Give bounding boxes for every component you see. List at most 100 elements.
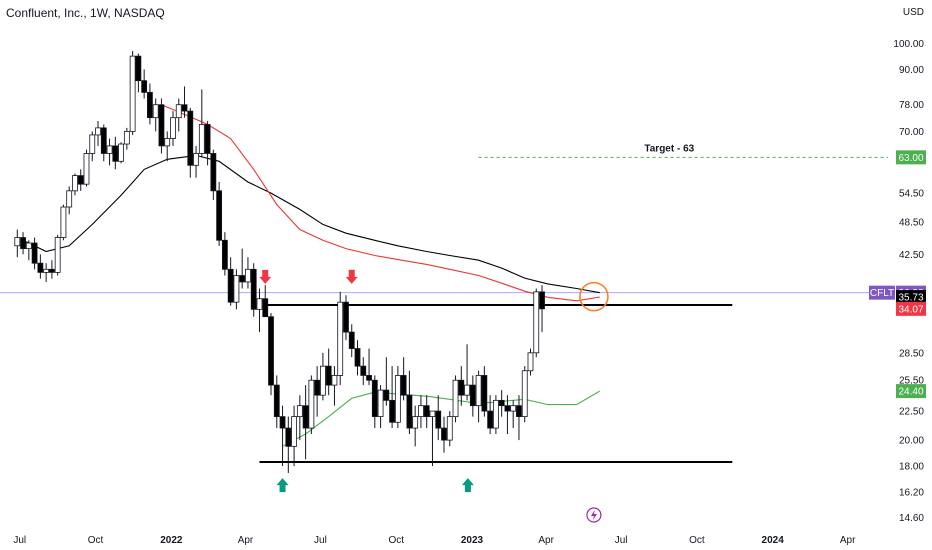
candle-body (147, 91, 153, 119)
x-tick-label: 2022 (160, 535, 183, 546)
candle-body (60, 206, 67, 238)
x-tick-label: Jul (13, 535, 26, 546)
candle-body (412, 416, 419, 429)
candle-body (262, 298, 269, 318)
candle-body (481, 375, 488, 412)
price-tag-value: 34.07 (898, 304, 923, 315)
moving-average-red (161, 104, 600, 302)
candle-body (129, 55, 136, 132)
candle-body (366, 375, 372, 381)
x-tick-label: 2023 (461, 535, 484, 546)
axes-layer: USD 100.00 90.00 78.00 70.00 54.50 48.50 42.50 2… (13, 7, 924, 546)
candle-body (343, 301, 349, 333)
y-tick-label: 18.00 (899, 462, 924, 473)
candle-body (296, 405, 303, 418)
y-tick-label: 28.50 (899, 348, 924, 359)
candle-body (354, 348, 361, 367)
candle-body (83, 153, 90, 185)
candle-body (221, 239, 228, 270)
y-tick-label: 100.00 (893, 39, 924, 50)
candle-body (389, 399, 396, 423)
candle-body (400, 375, 407, 396)
chart-title: Confluent, Inc., 1W, NASDAQ (6, 6, 165, 20)
price-tag-box (896, 150, 926, 165)
candle-body (216, 190, 223, 241)
candle-body (418, 405, 424, 418)
moving-average-black (22, 154, 600, 294)
candle-body (279, 416, 286, 429)
candle-body (469, 384, 476, 407)
candle-body (106, 145, 113, 154)
candle-body (337, 301, 344, 376)
candle-body (227, 268, 234, 303)
candle-body (31, 242, 38, 264)
candle-body (423, 405, 430, 418)
red-down-arrow (345, 269, 358, 284)
target-label: Target - 63 (644, 143, 694, 154)
candle-body (452, 379, 459, 418)
candle-body (54, 237, 61, 273)
candle-body (458, 379, 465, 396)
candle-body (446, 416, 453, 441)
candle-body (210, 153, 217, 192)
candles-layer (14, 50, 545, 474)
candle-body (256, 298, 263, 310)
candle-body (510, 405, 517, 412)
candle-body (291, 416, 297, 447)
x-tick-label: Jul (314, 535, 327, 546)
candle-body (377, 389, 384, 418)
candle-body (123, 130, 130, 145)
price-tag-value: 24.40 (898, 387, 923, 398)
x-tick-label: Apr (538, 535, 554, 546)
candle-body (533, 291, 540, 354)
candle-body (181, 104, 188, 112)
y-tick-label: 54.50 (899, 189, 924, 200)
x-tick-label: 2024 (762, 535, 785, 546)
candle-body (66, 190, 73, 208)
lightning-icon (590, 510, 597, 520)
candle-body (72, 175, 78, 192)
x-tick-label: Apr (238, 535, 254, 546)
symbol-tag-box (869, 285, 895, 300)
candle-body (89, 134, 96, 154)
candle-body (371, 379, 378, 418)
candle-body (492, 399, 499, 429)
green-up-arrow (276, 478, 289, 493)
y-tick-label: 25.50 (899, 376, 924, 387)
y-tick-label: 20.00 (899, 436, 924, 447)
candle-body (14, 237, 21, 247)
candle-body (77, 175, 84, 185)
candle-body (43, 268, 50, 273)
candle-body (302, 405, 309, 429)
price-tag-box (896, 290, 926, 305)
candle-body (204, 124, 211, 154)
levels-layer: Target - 63 (259, 143, 888, 463)
price-tag-box (896, 301, 926, 316)
candle-body (273, 384, 280, 418)
y-tick-label: 42.50 (899, 250, 924, 261)
candle-body (250, 268, 257, 310)
candle-body (516, 405, 522, 418)
highlight-circle (579, 281, 609, 312)
candle-body (539, 291, 545, 310)
price-tag-box (896, 384, 926, 399)
candle-body (118, 143, 124, 162)
red-down-arrow (259, 269, 272, 284)
candle-body (95, 127, 101, 136)
symbol-tag-label: CFLT (870, 288, 894, 299)
candle-body (285, 427, 292, 447)
green-up-arrow (461, 478, 474, 493)
candle-body (475, 375, 482, 407)
candle-body (314, 379, 321, 396)
x-tick-label: Oct (689, 535, 705, 546)
candle-body (20, 237, 26, 250)
price-tag-value: 35.73 (898, 293, 923, 304)
y-tick-label: 14.60 (899, 513, 924, 524)
candle-body (383, 389, 390, 401)
candle-body (308, 379, 315, 429)
candle-body (239, 275, 246, 283)
x-tick-label: Jul (615, 535, 628, 546)
candle-body (48, 268, 55, 273)
